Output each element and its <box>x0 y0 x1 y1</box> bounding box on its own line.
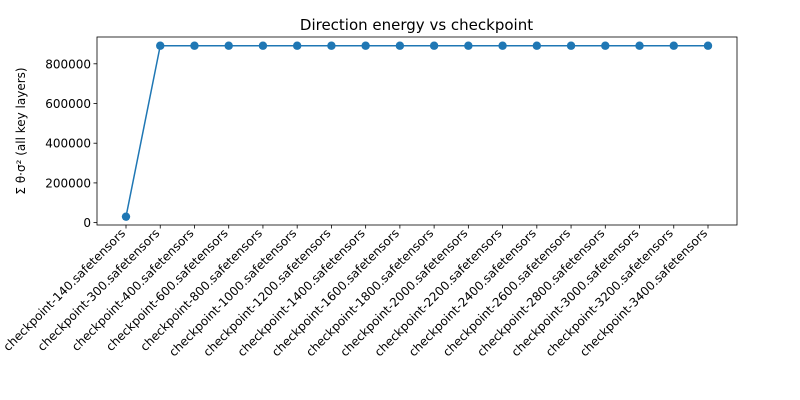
data-point <box>361 41 370 50</box>
y-tick-label: 600000 <box>45 97 91 111</box>
data-point <box>703 41 713 50</box>
y-tick-label: 0 <box>83 216 91 230</box>
y-tick-label: 200000 <box>45 176 91 190</box>
data-point <box>327 41 336 50</box>
data-point <box>498 41 507 50</box>
data-point <box>395 41 405 50</box>
data-point <box>635 41 644 50</box>
y-axis: 0 200000 400000 600000 800000 <box>45 57 97 230</box>
plot-area-frame <box>96 36 738 226</box>
y-axis-label: Σ θ·σ² (all key layers) <box>14 67 28 194</box>
data-point <box>224 41 233 50</box>
data-point <box>190 41 199 50</box>
x-tick-label: checkpoint-140.safetensors <box>0 226 128 354</box>
data-point <box>258 41 268 50</box>
series-group <box>121 41 713 221</box>
y-tick-label: 800000 <box>45 57 91 71</box>
y-tick-label: 400000 <box>45 137 91 151</box>
data-point <box>601 41 610 50</box>
data-point <box>429 41 439 50</box>
data-point <box>292 41 302 50</box>
data-point <box>121 212 131 221</box>
data-point <box>532 41 542 50</box>
data-point <box>669 41 678 50</box>
x-axis: checkpoint-140.safetensorscheckpoint-300… <box>0 225 710 359</box>
data-point <box>156 41 165 50</box>
data-point <box>464 41 473 50</box>
chart-title: Direction energy vs checkpoint <box>300 16 533 34</box>
series-line <box>125 44 708 217</box>
data-point <box>566 41 576 50</box>
